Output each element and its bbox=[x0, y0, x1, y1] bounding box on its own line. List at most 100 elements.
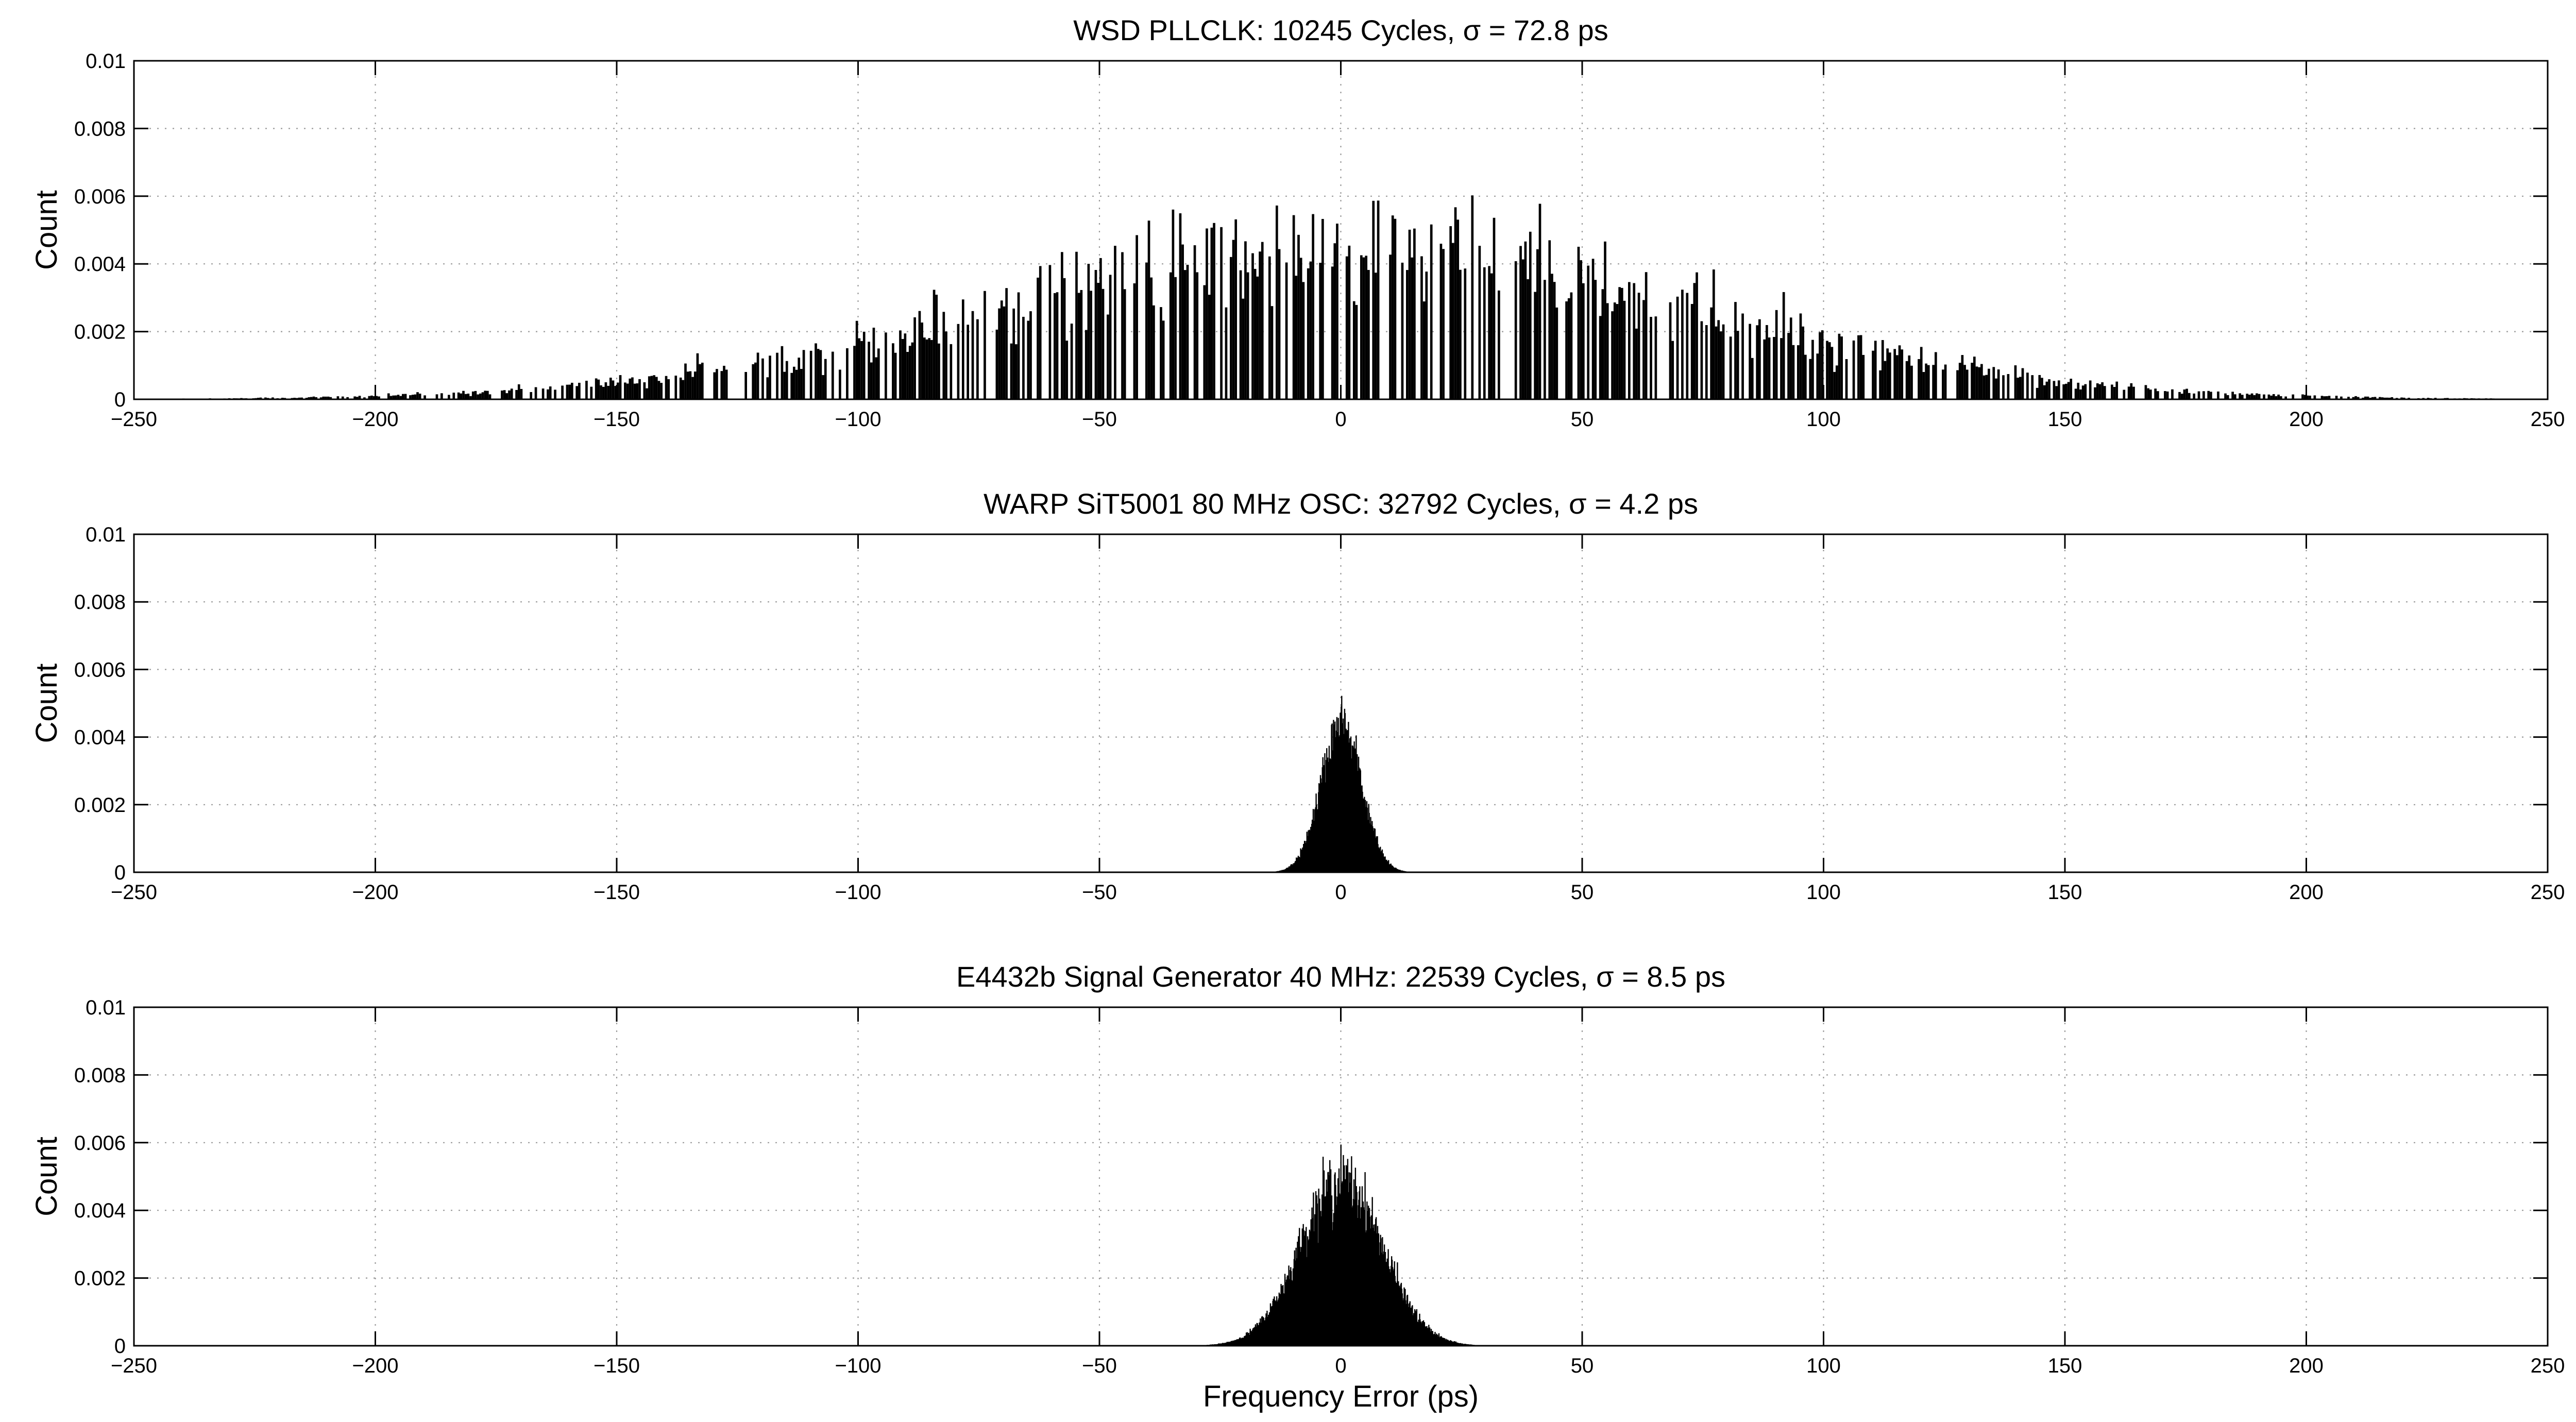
histogram-bar bbox=[1160, 307, 1162, 399]
x-tick-label: 50 bbox=[1571, 408, 1594, 431]
histogram-bar bbox=[1352, 301, 1355, 399]
histogram-bar bbox=[901, 338, 904, 399]
histogram-bar bbox=[356, 397, 359, 399]
histogram-bar bbox=[701, 362, 704, 399]
histogram-bar bbox=[1302, 282, 1305, 399]
histogram-bar bbox=[1816, 353, 1819, 399]
histogram-bar bbox=[1896, 355, 1899, 399]
histogram-bar bbox=[1213, 223, 1215, 399]
histogram-bar bbox=[822, 375, 824, 399]
histogram-bar bbox=[368, 396, 371, 399]
histogram-bar bbox=[2366, 396, 2369, 399]
histogram-bar bbox=[1888, 352, 1891, 399]
histogram-bar bbox=[2144, 385, 2147, 399]
histogram-bar bbox=[2147, 388, 2149, 399]
histogram-bar bbox=[1734, 302, 1737, 399]
histogram-bar bbox=[904, 333, 907, 399]
histogram-bar bbox=[423, 395, 426, 399]
histogram-bar bbox=[1150, 277, 1153, 399]
chart-title: WARP SiT5001 80 MHz OSC: 32792 Cycles, σ… bbox=[984, 487, 1698, 520]
histogram-bar bbox=[713, 372, 716, 399]
histogram-bar bbox=[1920, 347, 1923, 399]
histogram-bar bbox=[626, 383, 629, 399]
histogram-bar bbox=[2171, 389, 2174, 399]
histogram-bar bbox=[1439, 244, 1443, 399]
histogram-bar bbox=[1613, 302, 1616, 399]
histogram-bar bbox=[885, 332, 887, 399]
histogram-bar bbox=[674, 376, 677, 399]
x-tick-label: −200 bbox=[352, 881, 398, 904]
histogram-bar bbox=[595, 378, 598, 399]
histogram-bar bbox=[1536, 249, 1539, 399]
histogram-bar bbox=[378, 396, 380, 399]
histogram-bar bbox=[1654, 316, 1657, 399]
histogram-bar bbox=[776, 352, 778, 399]
histogram-bar bbox=[1722, 324, 1725, 399]
histogram-bar bbox=[1826, 341, 1828, 399]
histogram-bar bbox=[1490, 273, 1493, 399]
histogram-bar bbox=[761, 358, 764, 399]
histogram-bar bbox=[655, 377, 658, 399]
histogram-bar bbox=[1365, 256, 1368, 399]
histogram-bar bbox=[935, 295, 938, 399]
histogram-bar bbox=[1123, 289, 1126, 399]
x-tick-label: 50 bbox=[1571, 881, 1594, 904]
histogram-bar bbox=[2381, 397, 2384, 399]
histogram-bar bbox=[2031, 375, 2034, 399]
histogram-bar bbox=[1618, 287, 1621, 399]
histogram-bar bbox=[1958, 363, 1961, 399]
histogram-bar bbox=[1982, 375, 1986, 399]
histogram-bar bbox=[300, 397, 303, 399]
histogram-bar bbox=[1819, 332, 1821, 399]
histogram-bar bbox=[411, 395, 414, 399]
histogram-bar bbox=[638, 379, 641, 399]
histogram-bar bbox=[766, 377, 769, 399]
histogram-bar bbox=[1107, 314, 1109, 399]
histogram-bar bbox=[1261, 242, 1264, 399]
histogram-bar bbox=[682, 380, 685, 399]
histogram-bar bbox=[1405, 270, 1409, 399]
histogram-bar bbox=[1789, 317, 1792, 399]
histogram-bar bbox=[1061, 252, 1063, 399]
histogram-bar bbox=[2055, 386, 2058, 399]
histogram-bar bbox=[2362, 397, 2364, 399]
histogram-bar bbox=[950, 344, 953, 399]
histogram-bar bbox=[853, 346, 856, 399]
histogram-bar bbox=[923, 337, 926, 399]
histogram-bar bbox=[2048, 379, 2050, 399]
histogram-bar bbox=[809, 350, 812, 399]
histogram-bar bbox=[1729, 336, 1732, 399]
histogram-bar bbox=[933, 290, 936, 399]
histogram-bar bbox=[1720, 331, 1722, 399]
histogram-bar bbox=[846, 348, 849, 399]
histogram-bar bbox=[327, 396, 330, 399]
histogram-bar bbox=[1070, 324, 1073, 399]
histogram-bar bbox=[2233, 394, 2236, 399]
histogram-bar bbox=[631, 377, 634, 399]
histogram-bar bbox=[2038, 375, 2041, 399]
histogram-bar bbox=[1391, 215, 1394, 399]
histogram-bar bbox=[1449, 226, 1452, 399]
histogram-bar bbox=[2074, 388, 2077, 399]
histogram-bar bbox=[769, 356, 771, 399]
histogram-bar bbox=[1751, 358, 1754, 399]
histogram-bar bbox=[416, 392, 419, 399]
histogram-bar bbox=[2089, 380, 2092, 399]
histogram-bar bbox=[1591, 259, 1595, 399]
histogram-bar bbox=[716, 369, 718, 399]
histogram-bar bbox=[2231, 392, 2234, 399]
histogram-bar bbox=[2258, 394, 2261, 399]
histogram-bar bbox=[831, 351, 834, 399]
histogram-bar bbox=[1872, 350, 1874, 399]
histogram-bar bbox=[1355, 304, 1358, 399]
histogram-bar bbox=[793, 366, 795, 399]
histogram-bar bbox=[1599, 316, 1602, 399]
histogram-bar bbox=[474, 391, 477, 399]
histogram-bar bbox=[1037, 277, 1039, 399]
histogram-bar bbox=[744, 371, 747, 399]
histogram-bar bbox=[1601, 289, 1604, 399]
histogram-bar bbox=[1782, 292, 1785, 399]
histogram-bar bbox=[1686, 293, 1689, 399]
histogram-bar bbox=[394, 395, 397, 399]
histogram-bar bbox=[2379, 397, 2381, 399]
